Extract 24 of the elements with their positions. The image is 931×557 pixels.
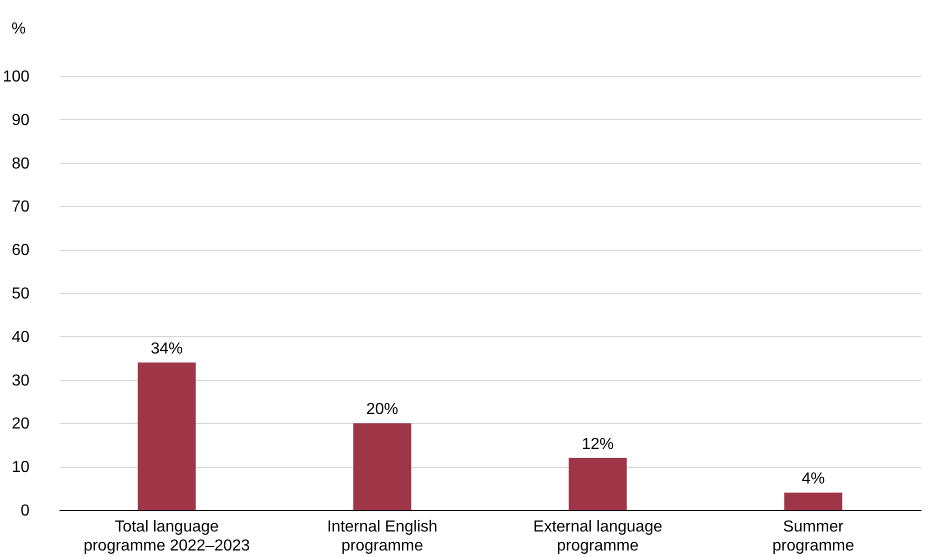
data-label: 12% — [582, 436, 614, 453]
y-tick-label: 50 — [12, 286, 30, 302]
data-label: 20% — [366, 401, 398, 418]
y-tick-label: 60 — [12, 242, 30, 260]
y-tick-label: 20 — [12, 416, 30, 433]
data-label: 4% — [802, 470, 825, 488]
y-tick-label: 30 — [12, 372, 30, 390]
data-label: 34% — [150, 340, 183, 358]
bar — [138, 362, 196, 510]
x-tick-label: Total language programme 2022–2023 — [84, 518, 250, 554]
y-tick-label: 100 — [2, 68, 30, 86]
x-tick-label: Summer programme — [772, 518, 854, 554]
y-tick-label: 90 — [12, 112, 30, 129]
y-tick-label: 70 — [12, 198, 30, 216]
bar — [568, 458, 627, 510]
y-tick-label: 0 — [20, 502, 30, 520]
y-axis-title: % — [12, 20, 26, 38]
x-tick-label: External language programme — [533, 518, 662, 554]
bar — [784, 492, 842, 510]
x-tick-label: Internal English programme — [327, 518, 438, 554]
y-tick-label: 40 — [12, 328, 30, 346]
bar — [353, 423, 412, 510]
y-tick-label: 80 — [12, 155, 30, 172]
y-tick-label: 10 — [12, 459, 30, 476]
